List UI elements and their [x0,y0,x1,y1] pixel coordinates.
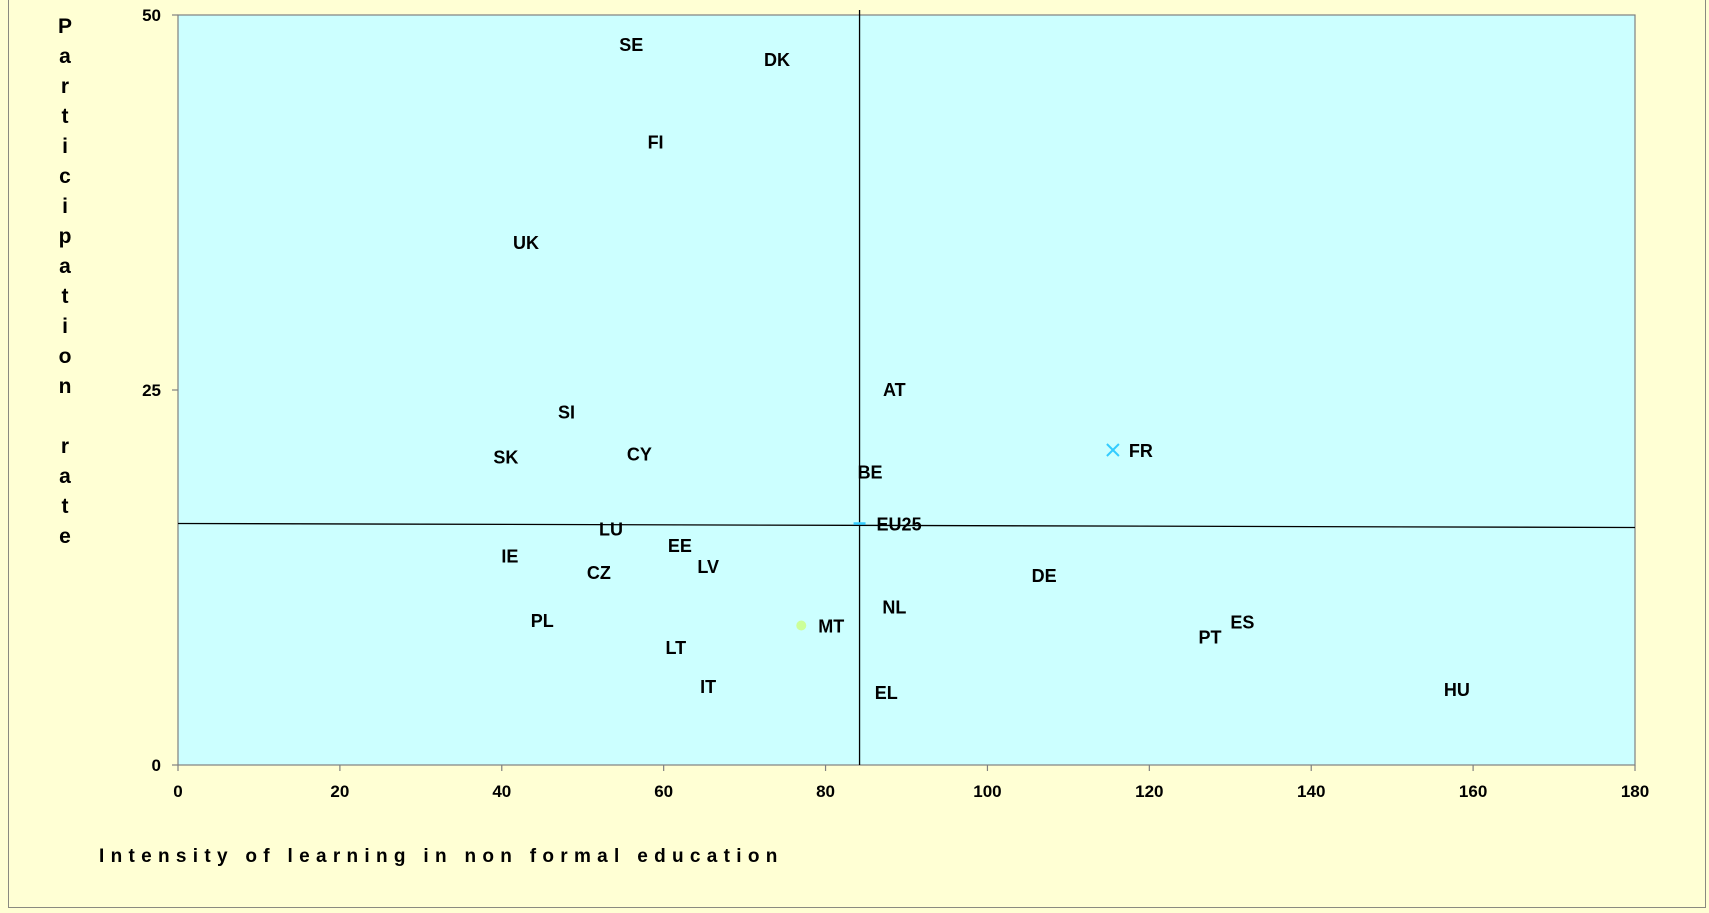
point-label-be: BE [858,463,883,483]
point-label-cy: CY [627,445,652,465]
point-label-se: SE [619,35,643,55]
point-label-at: AT [883,380,906,400]
horizontal-average-line [177,522,1636,529]
x-tick-label: 140 [1297,782,1325,801]
point-label-de: DE [1032,566,1057,586]
point-label-fr: FR [1129,441,1153,461]
point-label-nl: NL [882,598,906,618]
y-tick-label: 25 [142,381,161,400]
point-label-lu: LU [599,520,623,540]
x-tick-label: 40 [492,782,511,801]
x-tick-label: 60 [654,782,673,801]
point-label-ee: EE [668,536,692,556]
point-label-es: ES [1230,613,1254,633]
point-label-dk: DK [764,50,790,70]
point-label-cz: CZ [587,563,611,583]
point-label-pt: PT [1199,628,1222,648]
x-tick-label: 20 [330,782,349,801]
point-fr [1106,443,1120,457]
x-tick-label: 0 [173,782,182,801]
point-label-eu25: EU25 [877,515,922,535]
point-label-hu: HU [1444,680,1470,700]
x-tick-label: 180 [1621,782,1649,801]
x-tick-label: 160 [1459,782,1487,801]
x-tick-label: 80 [816,782,835,801]
chart-frame [8,0,1706,908]
point-label-ie: IE [501,547,518,567]
y-tick-label: 0 [152,756,161,775]
point-label-sk: SK [493,448,518,468]
point-label-mt: MT [818,617,844,637]
x-axis-title: Intensity of learning in non formal educ… [99,846,784,867]
y-tick-label: 50 [142,6,161,25]
point-label-fi: FI [648,133,664,153]
point-label-el: EL [875,683,898,703]
point-label-pl: PL [531,611,554,631]
point-mt [796,620,807,631]
x-tick-label: 120 [1135,782,1163,801]
point-label-uk: UK [513,233,539,253]
point-label-lv: LV [697,557,719,577]
x-tick-label: 100 [973,782,1001,801]
point-label-si: SI [558,403,575,423]
plot-area [177,14,1636,766]
point-label-it: IT [700,677,716,697]
point-label-lt: LT [665,638,686,658]
